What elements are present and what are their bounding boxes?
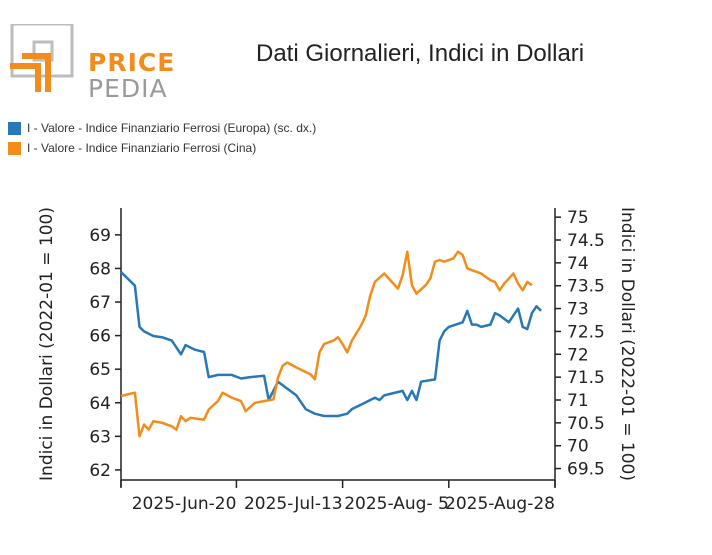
- chart-title: Dati Giornalieri, Indici in Dollari: [256, 40, 585, 67]
- series-line-cina: [120, 250, 533, 438]
- y-left-tick-label: 67: [89, 293, 111, 313]
- logo-word-pedia: PEDIA: [88, 74, 168, 103]
- x-tick-label: 2025-Jun-20: [132, 494, 237, 514]
- y-left-tick-label: 65: [89, 360, 111, 380]
- y-axis-left-title: Indici in Dollari (2022-01 = 100): [37, 207, 57, 481]
- y-left-tick-label: 62: [89, 461, 111, 481]
- logo-grey-frame: [10, 22, 74, 78]
- legend-item-cina[interactable]: I - Valore - Indice Finanziario Ferrosi …: [8, 138, 316, 158]
- chart-axes: 626364656667686969.57070.57171.57272.573…: [37, 207, 637, 514]
- x-tick-label: 2025-Aug-28: [445, 494, 555, 514]
- logo-mark: [10, 22, 74, 92]
- logo-grey-inner: [32, 40, 54, 62]
- logo-orange-corner-inner: [22, 53, 51, 92]
- logo-word-price: PRICE: [88, 48, 176, 77]
- legend-item-europa[interactable]: I - Valore - Indice Finanziario Ferrosi …: [8, 118, 316, 138]
- series-line-europa: [120, 271, 542, 418]
- y-right-tick-label: 71.5: [567, 368, 605, 388]
- legend: I - Valore - Indice Finanziario Ferrosi …: [8, 118, 316, 158]
- y-right-tick-label: 70: [567, 437, 589, 457]
- x-tick-label: 2025-Jul-13: [244, 494, 343, 514]
- pricepedia-logo: PRICE PEDIA: [8, 22, 174, 101]
- legend-swatch-europa: [8, 121, 21, 135]
- y-left-tick-label: 69: [89, 226, 111, 246]
- chart-lines: [120, 250, 542, 438]
- y-right-tick-label: 73: [567, 300, 589, 320]
- legend-label-cina: I - Valore - Indice Finanziario Ferrosi …: [27, 141, 257, 155]
- y-right-tick-label: 74: [567, 254, 589, 274]
- y-right-tick-label: 72.5: [567, 322, 605, 342]
- y-left-tick-label: 68: [89, 259, 111, 279]
- y-right-tick-label: 71: [567, 391, 589, 411]
- legend-label-europa: I - Valore - Indice Finanziario Ferrosi …: [27, 121, 317, 135]
- x-tick-label: 2025-Aug- 5: [344, 494, 449, 514]
- y-left-tick-label: 66: [89, 327, 111, 347]
- y-right-tick-label: 70.5: [567, 414, 605, 434]
- y-right-tick-label: 69.5: [567, 460, 605, 480]
- legend-swatch-cina: [8, 141, 21, 155]
- y-left-tick-label: 63: [89, 427, 111, 447]
- logo-orange-corner-outer: [10, 63, 41, 92]
- y-right-tick-label: 73.5: [567, 277, 605, 297]
- y-left-tick-label: 64: [89, 394, 111, 414]
- y-right-tick-label: 74.5: [567, 231, 605, 251]
- y-right-tick-label: 72: [567, 345, 589, 365]
- y-axis-right-title: Indici in Dollari (2022-01 = 100): [617, 207, 637, 481]
- y-right-tick-label: 75: [567, 208, 589, 228]
